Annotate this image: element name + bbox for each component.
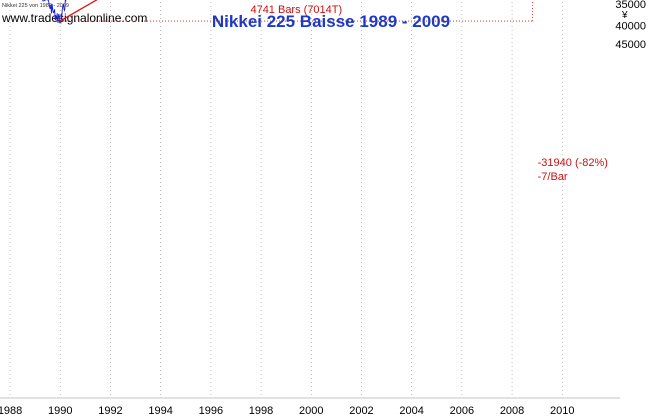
x-tick-1988: 1988	[0, 405, 22, 417]
x-tick-2004: 2004	[399, 405, 423, 417]
currency-label: ¥	[621, 10, 628, 21]
decline-points-label: -31940 (-82%)	[538, 157, 608, 169]
x-tick-1992: 1992	[98, 405, 122, 417]
x-tick-1994: 1994	[148, 405, 172, 417]
vertical-gridlines	[9, 2, 563, 398]
decline-per-bar-label: -7/Bar	[538, 171, 568, 183]
y-axis-ticks: 1000015000200002500030000350004000045000	[615, 0, 646, 51]
site-watermark: www.tradesignalonline.com	[1, 11, 147, 25]
x-tick-2000: 2000	[299, 405, 323, 417]
bars-count-label: 4741 Bars (7014T)	[250, 4, 342, 16]
chart-title: Nikkei 225 Baisse 1989 - 2009	[212, 12, 450, 31]
x-tick-2010: 2010	[550, 405, 574, 417]
x-tick-2002: 2002	[349, 405, 373, 417]
x-tick-1998: 1998	[249, 405, 273, 417]
x-tick-2006: 2006	[450, 405, 474, 417]
chart-caption: Nikkei 225 von 1989 - 2009	[2, 3, 69, 9]
x-tick-2008: 2008	[500, 405, 524, 417]
x-tick-1990: 1990	[48, 405, 72, 417]
y-tick-45000: 45000	[615, 39, 646, 51]
y-tick-40000: 40000	[615, 20, 646, 32]
x-tick-1996: 1996	[199, 405, 223, 417]
x-axis-ticks: 1988 1990 1992 1994 1996 1998 2000 2002 2004 2006…	[0, 405, 575, 417]
y-tick-35000: 35000	[615, 0, 646, 11]
